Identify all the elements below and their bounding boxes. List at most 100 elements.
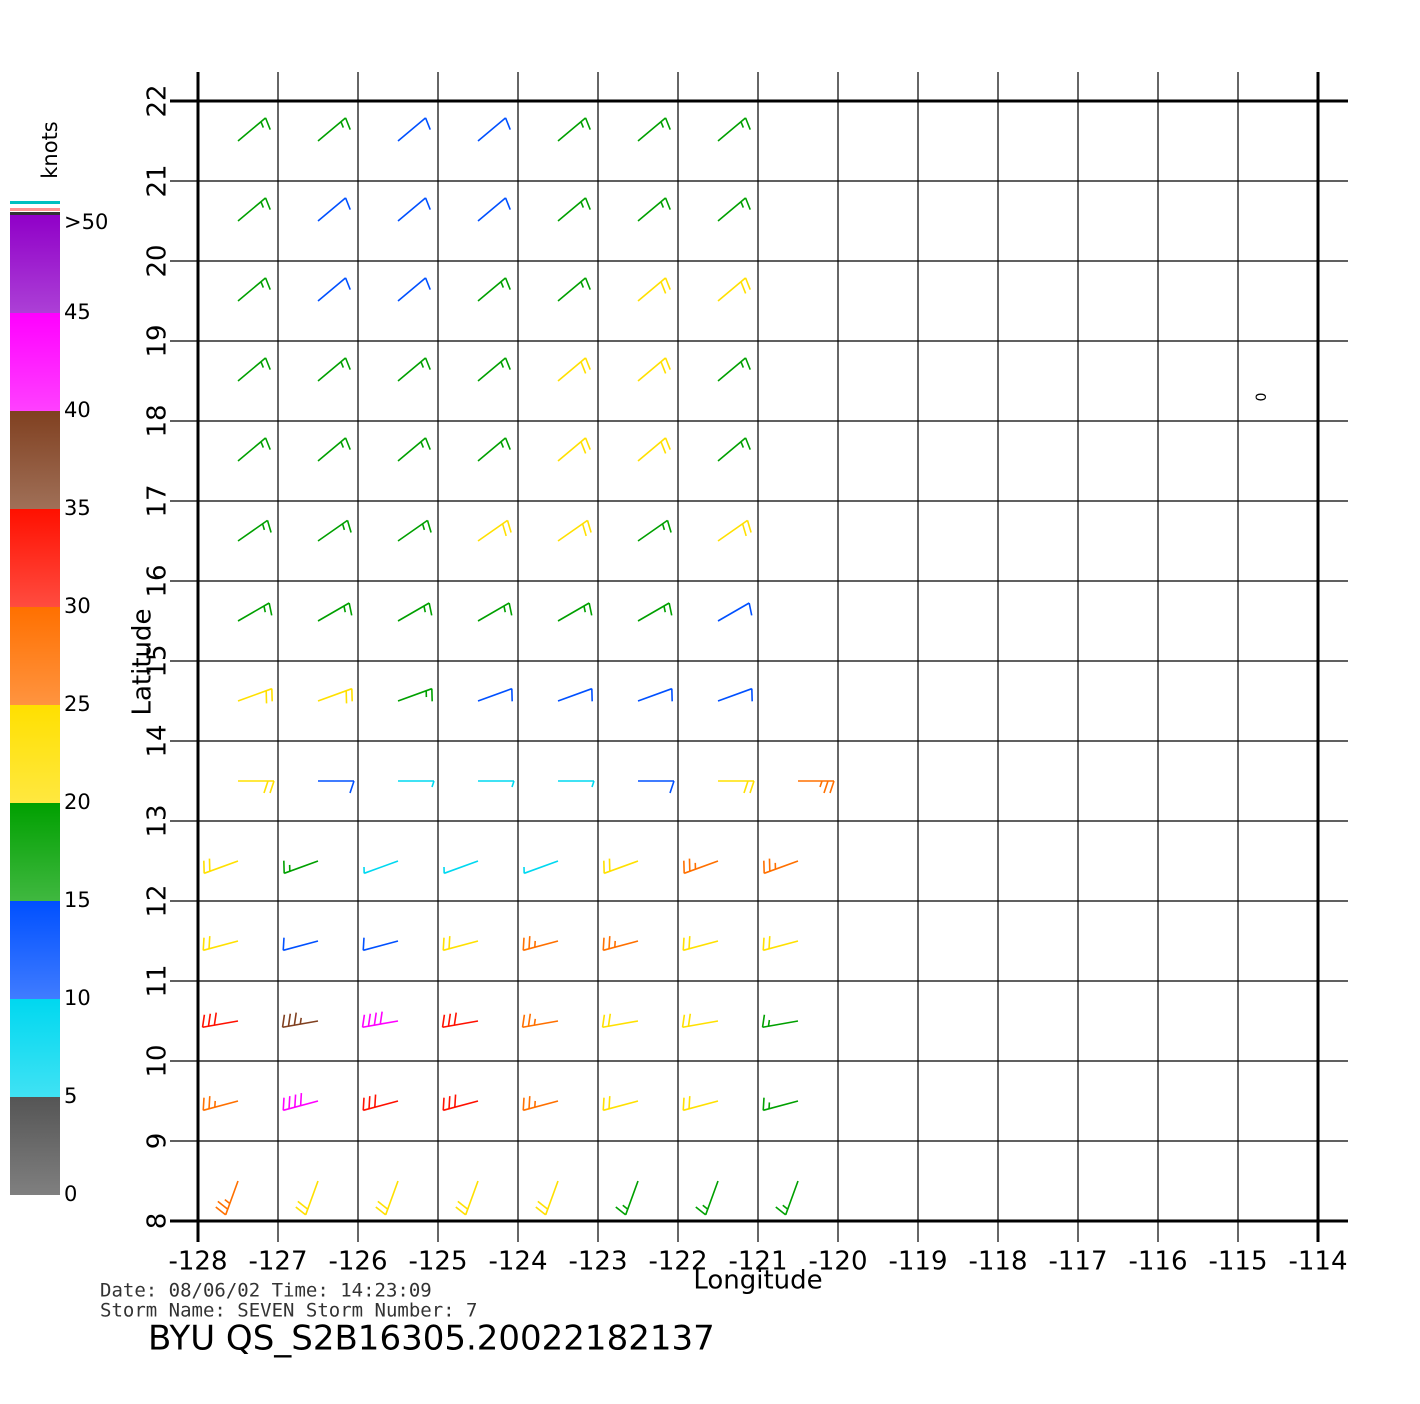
x-tick-label: -124	[488, 1247, 547, 1277]
wind-barb	[637, 687, 673, 702]
barb-path	[397, 117, 431, 142]
wind-barb	[363, 860, 399, 875]
wind-barb	[477, 687, 513, 702]
wind-barb	[283, 860, 319, 875]
wind-barb	[203, 858, 239, 875]
footer-storm: Storm Name: SEVEN Storm Number: 7	[100, 1300, 478, 1322]
barb-path	[397, 602, 433, 622]
barb-path	[798, 780, 835, 794]
barb-path	[203, 858, 239, 875]
barb-path	[398, 780, 435, 788]
wind-barb	[762, 936, 799, 952]
barb-path	[237, 519, 272, 542]
barb-path	[375, 1180, 399, 1216]
barb-path	[281, 1012, 319, 1029]
wind-barb	[397, 687, 433, 702]
barb-path	[761, 1014, 799, 1029]
barb-path	[522, 936, 559, 952]
colorbar-tick-label: 40	[64, 398, 91, 422]
barb-path	[523, 860, 559, 875]
barb-path	[477, 357, 511, 382]
wind-barb	[535, 1180, 559, 1216]
wind-barb	[398, 780, 435, 788]
colorbar-tick-label: 45	[64, 300, 91, 324]
barb-path	[557, 602, 593, 622]
wind-barb	[318, 780, 355, 794]
y-tick-label: 12	[143, 884, 173, 917]
wind-barb	[798, 780, 835, 794]
barb-path	[397, 277, 431, 302]
wind-barb	[683, 858, 719, 875]
y-tick-label: 19	[143, 324, 173, 357]
wind-barb	[717, 437, 751, 462]
barb-path	[682, 936, 719, 952]
wind-barb	[238, 780, 275, 794]
wind-barb	[682, 1096, 719, 1112]
barb-path	[695, 1180, 719, 1216]
wind-barb	[637, 277, 671, 302]
barb-path	[638, 780, 675, 794]
barb-path	[637, 437, 671, 462]
wind-barb	[615, 1180, 639, 1216]
y-tick-label: 14	[143, 724, 173, 757]
barb-path	[521, 1013, 559, 1029]
barb-path	[477, 602, 513, 622]
x-tick-label: -115	[1208, 1247, 1267, 1277]
barb-path	[283, 860, 319, 875]
colorbar-cap	[10, 208, 60, 211]
wind-barb	[717, 117, 751, 142]
x-tick-label: -123	[568, 1247, 627, 1277]
wind-barb	[317, 357, 351, 382]
barb-path	[557, 519, 592, 542]
barb-path	[237, 437, 271, 462]
wind-barb	[397, 519, 432, 542]
wind-barb	[397, 357, 431, 382]
wind-barb	[637, 117, 671, 142]
wind-barb	[397, 602, 433, 622]
wind-barb	[638, 780, 675, 794]
barb-path	[637, 197, 671, 222]
annotation: 0	[1254, 393, 1270, 402]
barb-path	[557, 437, 591, 462]
wind-barb	[397, 117, 431, 142]
barb-path	[317, 197, 351, 222]
barb-path	[637, 277, 671, 302]
x-tick-label: -118	[968, 1247, 1027, 1277]
colorbar-band	[10, 803, 60, 901]
wind-barb	[695, 1180, 719, 1216]
wind-barb	[443, 860, 479, 875]
barb-path	[215, 1180, 239, 1216]
colorbar-cap	[10, 212, 60, 215]
x-tick-label: -127	[248, 1247, 307, 1277]
barb-path	[237, 602, 273, 622]
barb-path	[295, 1180, 319, 1216]
wind-barb	[637, 357, 671, 382]
wind-barb	[522, 936, 559, 952]
wind-barb	[718, 780, 755, 794]
footer-title: BYU QS_S2B16305.20022182137	[148, 1319, 715, 1359]
barb-path	[717, 687, 753, 702]
barb-path	[718, 780, 755, 794]
barb-path	[318, 780, 355, 794]
y-tick-label: 18	[143, 404, 173, 437]
x-tick-label: -125	[408, 1247, 467, 1277]
y-tick-label: 17	[143, 484, 173, 517]
x-tick-label: -119	[888, 1247, 947, 1277]
wind-barb	[603, 858, 639, 875]
barb-path	[477, 117, 511, 142]
wind-barb	[237, 197, 271, 222]
colorbar-band	[10, 313, 60, 411]
wind-barb	[477, 602, 513, 622]
barb-path	[557, 687, 593, 702]
barb-path	[557, 357, 591, 382]
wind-barb	[762, 1097, 799, 1112]
wind-barb	[558, 780, 595, 788]
wind-barb	[763, 858, 799, 875]
barb-path	[282, 937, 319, 952]
colorbar-band	[10, 411, 60, 509]
barb-path	[397, 357, 431, 382]
x-tick-label: -122	[648, 1247, 707, 1277]
wind-barb	[761, 1014, 799, 1029]
colorbar-label: knots	[38, 121, 62, 179]
